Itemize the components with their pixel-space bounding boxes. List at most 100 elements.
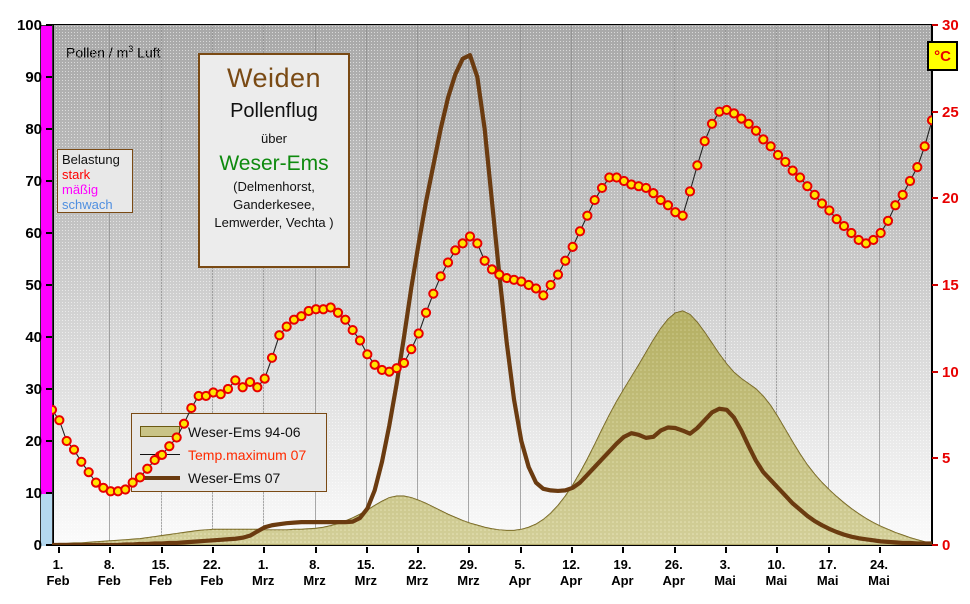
- y-axis-left-tick: [46, 24, 52, 26]
- belastung-segment-mäßig: [41, 26, 52, 494]
- x-axis-tick-month: Mai: [816, 573, 839, 589]
- temp-data-point: [787, 165, 798, 176]
- temp-data-point: [428, 288, 439, 299]
- temp-data-point: [237, 382, 248, 393]
- right-axis-unit-badge: °C: [927, 41, 958, 71]
- temp-data-point: [486, 264, 498, 275]
- y-axis-right-tick: [932, 197, 938, 200]
- belastung-legend: Belastung stark mäßig schwach: [57, 149, 133, 213]
- series-weser-ems-94-06-texture: [52, 311, 932, 545]
- gridline: [725, 25, 727, 545]
- y-axis-right-tick-label: 30: [942, 17, 959, 34]
- x-axis-tick-label: 29. Mrz: [438, 557, 498, 590]
- x-axis-tick-month: Apr: [559, 573, 583, 589]
- x-axis-tick-day: 19.: [613, 557, 632, 572]
- x-axis-tick: [827, 547, 830, 553]
- y-axis-right-tick: [932, 284, 938, 286]
- x-axis-tick-label: 22. Feb: [182, 557, 242, 590]
- x-axis-tick: [314, 547, 317, 553]
- y-axis-left-tick: [46, 492, 52, 494]
- temp-data-point: [215, 389, 226, 400]
- temp-data-point: [171, 432, 182, 443]
- x-axis-tick-day: 29.: [459, 557, 478, 572]
- x-axis-tick: [468, 547, 471, 553]
- belastung-title: Belastung: [62, 152, 120, 167]
- x-axis-tick: [211, 547, 214, 553]
- temp-data-point: [904, 175, 916, 187]
- y-axis-left-tick-label: 30: [25, 381, 42, 398]
- temp-data-point: [142, 463, 153, 474]
- x-axis-tick: [417, 547, 420, 553]
- temp-data-point: [54, 415, 65, 426]
- gridline: [365, 25, 367, 545]
- x-axis-tick-month: Feb: [149, 573, 173, 589]
- title-plant: Weiden: [226, 63, 322, 93]
- y-axis-left-tick-label: 50: [25, 277, 42, 294]
- plot-area: Pollen / m3 Luft: [52, 25, 932, 545]
- gridline: [109, 25, 111, 545]
- x-axis-tick: [263, 547, 266, 553]
- y-axis-right-tick: [932, 370, 938, 373]
- temp-data-point: [281, 321, 292, 332]
- x-axis-tick: [58, 547, 60, 553]
- x-axis-tick-label: 26. Apr: [644, 557, 704, 590]
- x-axis-tick-month: Mrz: [252, 573, 275, 589]
- x-axis-tick-month: Mrz: [303, 573, 326, 589]
- y-axis-left: [52, 25, 54, 546]
- temp-data-point: [824, 205, 835, 216]
- legend-label-weser-ems-94-06: Weser-Ems 94-06: [188, 423, 301, 440]
- temp-data-point: [266, 352, 278, 363]
- title-card: Weiden Pollenflug über Weser-Ems (Delmen…: [198, 53, 350, 268]
- temp-data-point: [76, 456, 87, 467]
- x-axis-tick-day: 15.: [356, 557, 375, 572]
- y-axis-left-tick: [46, 128, 52, 130]
- temp-data-point: [164, 441, 175, 452]
- temp-data-point: [743, 118, 754, 129]
- y-axis-right-tick: [932, 457, 938, 460]
- temp-data-point: [809, 189, 820, 200]
- temp-data-point: [530, 283, 542, 294]
- y-axis-left-tick: [46, 180, 52, 182]
- y-axis-left-tick: [46, 440, 52, 442]
- temp-data-point: [655, 194, 666, 206]
- y-axis-left-tick-label: 40: [25, 329, 42, 346]
- temp-data-point: [780, 156, 791, 168]
- temp-data-point: [406, 344, 417, 355]
- y-axis-left-tick-label: 100: [16, 17, 42, 34]
- x-axis-tick-label: 15. Mrz: [336, 557, 396, 590]
- temp-data-point: [90, 477, 102, 488]
- temp-data-point: [758, 134, 769, 145]
- temp-data-point: [912, 162, 923, 173]
- x-axis-tick-day: 26.: [664, 557, 683, 572]
- y-axis-right-tick: [932, 110, 938, 113]
- y-axis-left-tick-label: 80: [25, 121, 42, 138]
- temp-data-point: [794, 172, 806, 183]
- y-axis-left-tick: [46, 336, 52, 338]
- temp-data-point: [274, 330, 285, 341]
- temp-data-point: [816, 198, 828, 209]
- temp-data-point: [567, 241, 578, 252]
- x-axis-tick-label: 12. Apr: [541, 557, 601, 590]
- x-axis-tick-day: 1.: [52, 557, 64, 572]
- gridline: [160, 25, 162, 545]
- temp-data-point: [325, 302, 336, 313]
- temp-data-point: [472, 238, 483, 249]
- x-axis-tick-label: 3. Mai: [695, 557, 755, 590]
- temp-data-point: [340, 314, 351, 325]
- temp-data-point: [560, 255, 571, 266]
- gridline: [571, 25, 573, 545]
- temp-data-point: [479, 255, 490, 266]
- x-axis-tick-label: 24. Mai: [849, 557, 909, 590]
- x-axis-tick: [878, 547, 881, 553]
- temp-data-point: [545, 279, 556, 291]
- belastung-segment-schwach: [41, 494, 52, 546]
- gridline: [827, 25, 829, 545]
- gridline: [417, 25, 419, 545]
- temp-data-point: [596, 182, 608, 194]
- temp-data-point: [648, 188, 659, 199]
- temp-data-point: [222, 383, 234, 395]
- temp-data-point: [68, 444, 80, 455]
- left-axis-caption-pre: Pollen / m: [66, 44, 129, 61]
- temp-data-point: [435, 271, 446, 282]
